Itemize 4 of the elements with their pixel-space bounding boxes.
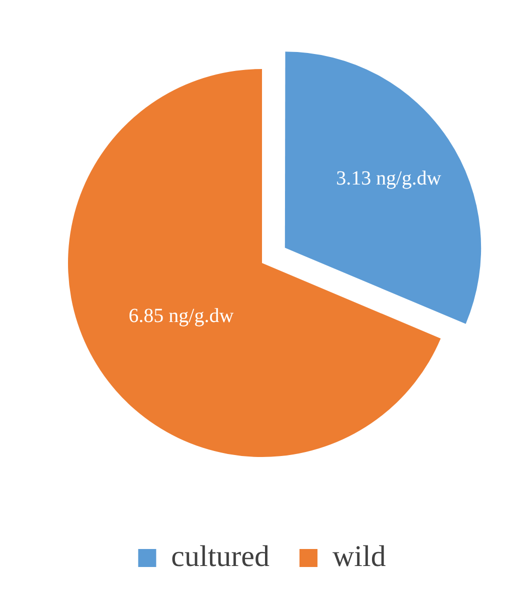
legend-label: cultured [171,540,270,573]
data-label: 3.13 ng/g.dw [336,167,442,190]
data-label: 6.85 ng/g.dw [128,304,234,327]
legend-label: wild [332,540,386,573]
